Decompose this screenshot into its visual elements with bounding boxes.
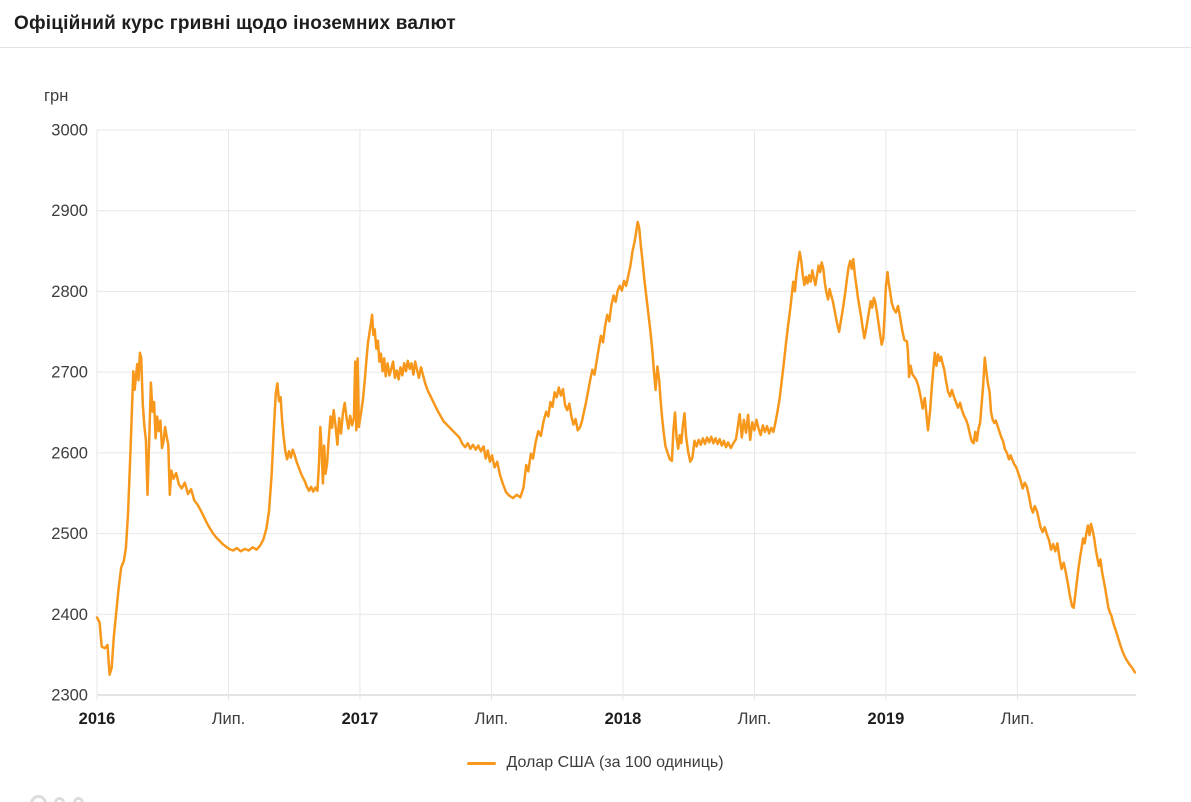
x-axis-tick-label: Лип. [738,710,772,728]
watermark-glyph-icon [54,797,66,802]
x-axis-tick-label: Лип. [475,710,509,728]
x-axis-tick-label: 2017 [342,710,379,728]
x-axis-tick-label: Лип. [212,710,246,728]
chart-header: Офіційний курс гривні щодо іноземних вал… [0,0,1191,48]
x-axis-tick-label: 2016 [79,710,116,728]
legend-line-swatch [467,761,497,765]
legend-item-usd[interactable]: Долар США (за 100 одиниць) [467,754,724,772]
y-axis-tick-label: 2300 [51,687,88,705]
line-chart-plot: 3000 2900 2800 2700 2600 2500 2400 2300 грн 2016 Л… [44,87,1137,728]
y-axis-tick-label: 2800 [51,283,88,301]
series-line-usd[interactable] [95,220,1137,677]
y-axis-unit-label: грн [44,87,68,105]
watermark-glyph-icon [72,797,84,802]
chart-title: Офіційний курс гривні щодо іноземних вал… [14,12,456,34]
y-axis-tick-label: 3000 [51,122,88,140]
y-axis-tick-label: 2400 [51,606,88,624]
watermark-glyph-icon [30,795,47,802]
chart-legend: Долар США (за 100 одиниць) [0,754,1191,772]
x-axis-tick-label: Лип. [1001,710,1035,728]
y-axis-tick-label: 2700 [51,364,88,382]
y-axis-tick-label: 2500 [51,525,88,543]
x-axis-tick-label: 2018 [605,710,642,728]
y-axis-tick-label: 2600 [51,444,88,462]
chart-canvas: 3000 2900 2800 2700 2600 2500 2400 2300 грн 2016 Л… [0,48,1191,738]
legend-label: Долар США (за 100 одиниць) [506,754,724,771]
y-axis-tick-label: 2900 [51,202,88,220]
x-axis-tick-label: 2019 [868,710,905,728]
watermark-partial [30,795,100,802]
